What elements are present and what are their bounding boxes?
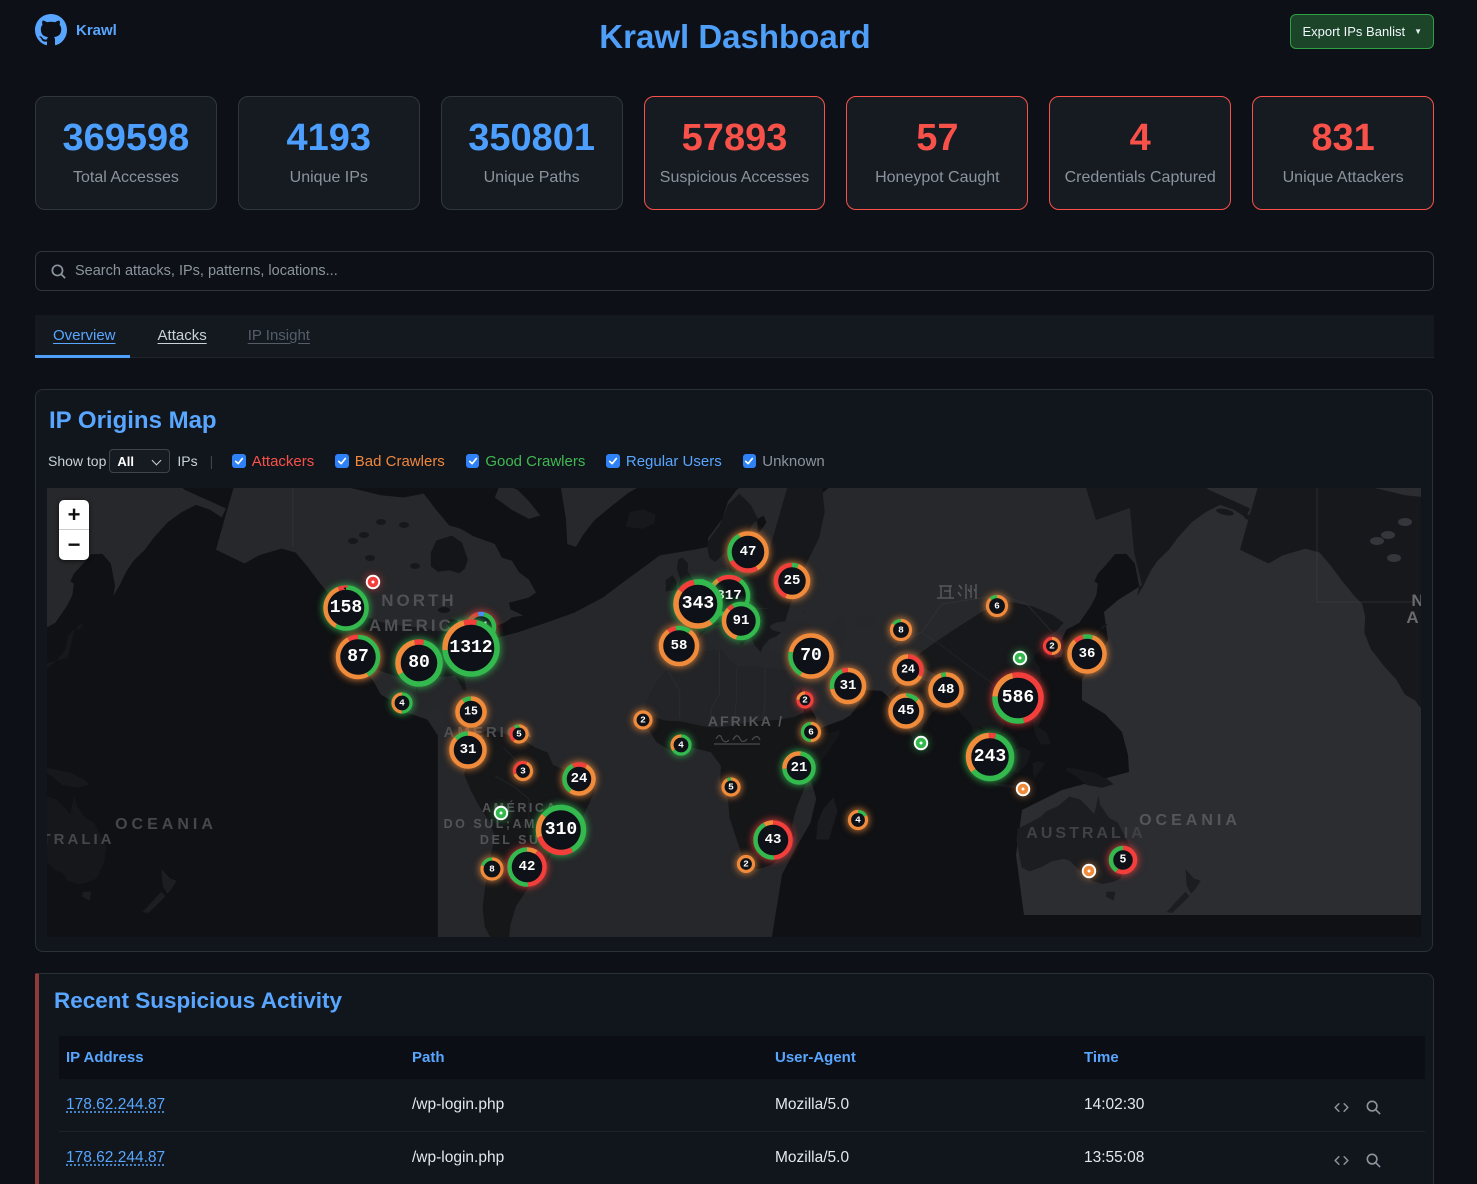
svg-text:8: 8: [489, 864, 495, 875]
svg-text:343: 343: [682, 594, 714, 614]
svg-text:31: 31: [840, 678, 857, 694]
svg-text:A: A: [1406, 608, 1421, 627]
svg-text:24: 24: [571, 771, 588, 787]
svg-text:310: 310: [545, 820, 577, 840]
svg-text:8: 8: [898, 625, 904, 636]
svg-text:24: 24: [901, 664, 915, 677]
svg-text:87: 87: [347, 647, 369, 667]
svg-text:45: 45: [898, 703, 915, 719]
svg-text:317: 317: [716, 588, 741, 604]
svg-text:91: 91: [733, 613, 750, 629]
svg-text:47: 47: [740, 544, 757, 560]
svg-text:2: 2: [640, 715, 646, 726]
svg-text:1312: 1312: [449, 638, 492, 658]
svg-text:5: 5: [516, 729, 522, 740]
svg-text:OCEANIA: OCEANIA: [115, 816, 217, 833]
svg-text:25: 25: [784, 573, 801, 589]
svg-text:6: 6: [808, 727, 814, 738]
svg-text:AFRIKA /: AFRIKA /: [708, 713, 784, 729]
svg-text:2: 2: [1049, 641, 1055, 652]
svg-text:3: 3: [520, 766, 526, 777]
svg-text:15: 15: [464, 706, 478, 719]
svg-text:TRALIA: TRALIA: [47, 831, 115, 848]
svg-text:4: 4: [399, 698, 405, 709]
svg-text:OCEANIA: OCEANIA: [1139, 812, 1241, 829]
svg-text:AUSTRALIA: AUSTRALIA: [1026, 825, 1145, 842]
svg-text:42: 42: [519, 859, 536, 875]
svg-text:4: 4: [855, 815, 861, 826]
svg-text:70: 70: [800, 646, 822, 666]
svg-text:N: N: [1411, 591, 1421, 610]
svg-text:NORTH: NORTH: [381, 591, 456, 610]
svg-text:21: 21: [791, 760, 808, 776]
svg-text:2: 2: [802, 695, 808, 706]
svg-text:5: 5: [728, 782, 734, 793]
svg-text:AMERICA: AMERICA: [369, 616, 469, 635]
svg-text:36: 36: [1079, 646, 1096, 662]
svg-text:31: 31: [460, 742, 477, 758]
svg-text:58: 58: [671, 638, 688, 654]
svg-text:158: 158: [330, 598, 362, 618]
svg-text:4: 4: [678, 740, 684, 751]
svg-text:43: 43: [765, 832, 782, 848]
svg-text:DEL SUR: DEL SUR: [480, 833, 552, 847]
svg-text:5: 5: [1120, 854, 1127, 867]
svg-text:243: 243: [974, 747, 1006, 767]
svg-text:6: 6: [994, 601, 1000, 612]
svg-text:2: 2: [743, 859, 749, 870]
svg-text:586: 586: [1002, 688, 1034, 708]
svg-text:48: 48: [938, 682, 955, 698]
svg-text:80: 80: [408, 653, 430, 673]
